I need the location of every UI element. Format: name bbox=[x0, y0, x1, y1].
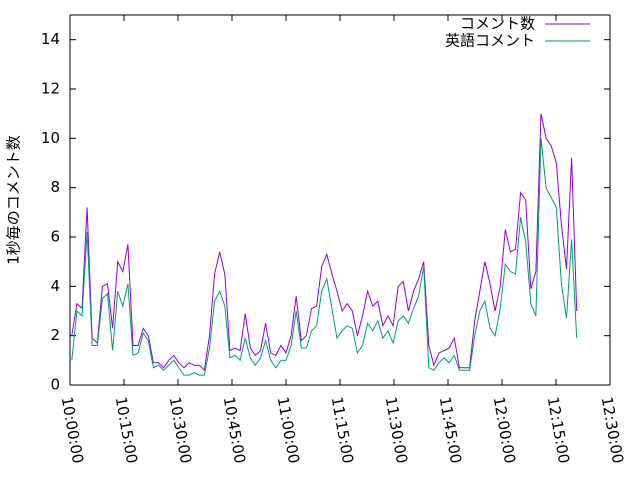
y-tick-label: 10 bbox=[41, 129, 60, 147]
x-tick-label: 12:15:00 bbox=[544, 395, 573, 464]
y-tick-label: 2 bbox=[50, 326, 60, 344]
x-tick-label: 10:15:00 bbox=[112, 395, 141, 464]
series-line bbox=[71, 113, 578, 372]
x-tick-label: 11:45:00 bbox=[436, 395, 465, 464]
y-axis-label: 1秒毎のコメント数 bbox=[5, 135, 23, 265]
x-tick-label: 11:00:00 bbox=[274, 395, 303, 464]
plot-frame bbox=[69, 14, 611, 386]
series-line bbox=[71, 138, 578, 376]
y-tick-label: 14 bbox=[41, 30, 60, 48]
y-tick-label: 0 bbox=[50, 376, 60, 394]
y-tick-label: 8 bbox=[50, 178, 60, 196]
x-tick-label: 10:00:00 bbox=[58, 395, 87, 464]
x-tick-label: 11:15:00 bbox=[328, 395, 357, 464]
x-tick-label: 12:30:00 bbox=[598, 395, 627, 464]
legend-label: 英語コメント bbox=[445, 32, 535, 50]
legend-label: コメント数 bbox=[460, 15, 535, 33]
y-tick-label: 6 bbox=[50, 228, 60, 246]
x-tick-label: 10:30:00 bbox=[166, 395, 195, 464]
y-tick-label: 12 bbox=[41, 80, 60, 98]
x-tick-label: 10:45:00 bbox=[220, 395, 249, 464]
x-tick-label: 12:00:00 bbox=[490, 395, 519, 464]
x-tick-label: 11:30:00 bbox=[382, 395, 411, 464]
y-tick-label: 4 bbox=[50, 277, 60, 295]
